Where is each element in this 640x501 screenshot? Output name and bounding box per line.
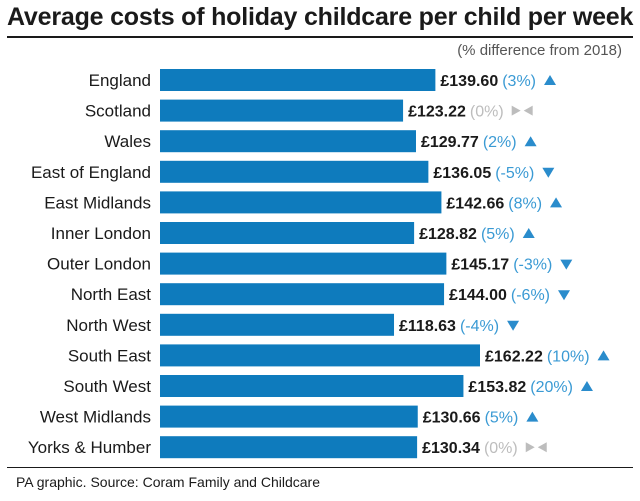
pct-change-label: (-4%) [460,318,499,335]
bar [160,191,442,214]
down-arrow-icon [560,259,573,270]
bar [160,344,480,367]
value-label: £130.34 [422,440,480,457]
down-arrow-icon [507,320,520,331]
value-label: £130.66 [423,410,481,427]
bar [160,69,436,91]
bar [160,252,447,275]
pct-change-label: (-6%) [511,287,550,304]
value-label: £144.00 [449,287,507,304]
up-arrow-icon [550,197,563,208]
footer-divider [7,467,633,468]
bar [160,375,464,397]
category-label: Outer London [47,255,151,274]
pct-change-label: (0%) [470,104,504,121]
bar [160,313,395,336]
chart-subtitle: (% difference from 2018) [457,42,622,59]
category-label: Yorks & Humber [28,438,151,457]
bar [160,222,415,244]
value-label: £142.66 [446,195,504,212]
pct-change-label: (2%) [483,134,517,151]
value-label: £139.60 [440,73,498,90]
category-label: East Midlands [44,193,151,212]
value-label: £153.82 [468,379,526,396]
up-arrow-icon [526,411,539,422]
value-label: £136.05 [433,165,491,182]
bar [160,130,416,153]
category-label: Wales [104,132,151,151]
category-label: South West [63,377,151,396]
no-change-icon [525,442,547,453]
down-arrow-icon [542,167,555,178]
pct-change-label: (5%) [481,226,515,243]
pct-change-label: (0%) [484,440,518,457]
pct-change-label: (-5%) [495,165,534,182]
category-label: East of England [31,163,151,182]
source-note: PA graphic. Source: Coram Family and Chi… [16,474,320,490]
pct-change-label: (3%) [502,73,536,90]
bar [160,405,418,428]
value-label: £118.63 [399,318,456,335]
value-label: £128.82 [419,226,477,243]
chart-title: Average costs of holiday childcare per c… [7,3,634,31]
pct-change-label: (20%) [530,379,573,396]
up-arrow-icon [544,75,557,85]
pct-change-label: (10%) [547,348,590,365]
pct-change-label: (-3%) [513,257,552,274]
down-arrow-icon [558,290,571,301]
value-label: £123.22 [408,104,466,121]
no-change-icon [511,105,533,116]
title-divider [7,36,633,38]
pct-change-label: (8%) [508,195,542,212]
bar [160,99,404,122]
category-label: Scotland [85,102,151,121]
bar [160,436,418,459]
category-label: Inner London [51,224,151,243]
value-label: £145.17 [451,257,509,274]
bar [160,160,429,183]
category-label: West Midlands [40,408,151,427]
value-label: £162.22 [485,348,543,365]
category-label: North East [71,285,152,304]
up-arrow-icon [524,136,537,147]
up-arrow-icon [522,228,535,238]
up-arrow-icon [597,350,610,361]
up-arrow-icon [580,381,593,391]
value-label: £129.77 [421,134,479,151]
category-label: South East [68,346,151,365]
pct-change-label: (5%) [485,410,519,427]
bar [160,283,445,306]
category-label: North West [66,316,151,335]
category-label: England [89,71,151,90]
